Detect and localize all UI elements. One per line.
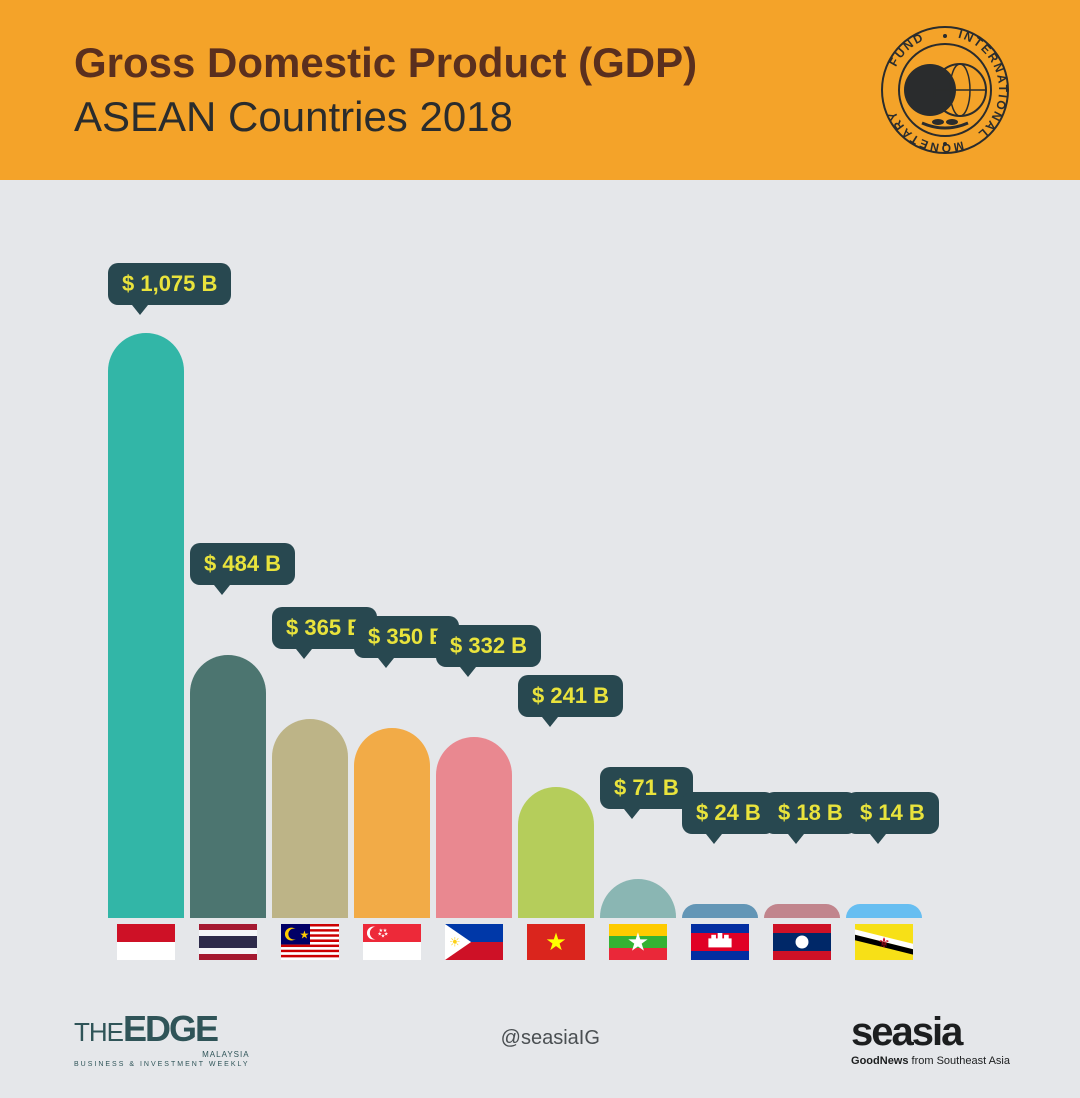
bar-philippines: ☀ bbox=[436, 737, 512, 960]
bar-rect bbox=[190, 655, 266, 918]
footer: THEEDGE MALAYSIA BUSINESS & INVESTMENT W… bbox=[0, 978, 1080, 1098]
bar-vietnam: ★ bbox=[518, 787, 594, 960]
thailand-flag-icon bbox=[199, 924, 257, 960]
laos-flag-icon bbox=[773, 924, 831, 960]
value-bubble: $ 18 B bbox=[764, 792, 857, 834]
svg-text:★: ★ bbox=[381, 934, 386, 940]
header: Gross Domestic Product (GDP) ASEAN Count… bbox=[0, 0, 1080, 180]
myanmar-flag-icon: ★ bbox=[609, 924, 667, 960]
bar-rect bbox=[846, 904, 922, 918]
bar-laos bbox=[764, 904, 840, 960]
edge-tagline: BUSINESS & INVESTMENT WEEKLY bbox=[74, 1061, 250, 1068]
bar-rect bbox=[600, 879, 676, 918]
title-line-2: ASEAN Countries 2018 bbox=[74, 93, 697, 141]
seasia-logo: seasia GoodNews from Southeast Asia bbox=[851, 1010, 1010, 1067]
svg-text:⚜: ⚜ bbox=[878, 934, 891, 950]
svg-text:★: ★ bbox=[627, 929, 649, 957]
value-bubble: $ 14 B bbox=[846, 792, 939, 834]
bar-indonesia bbox=[108, 333, 184, 960]
cambodia-flag-icon bbox=[691, 924, 749, 960]
svg-text:☀: ☀ bbox=[449, 934, 461, 949]
bar-rect bbox=[272, 719, 348, 918]
philippines-flag-icon: ☀ bbox=[445, 924, 503, 960]
seasia-rest: from Southeast Asia bbox=[908, 1055, 1010, 1067]
header-titles: Gross Domestic Product (GDP) ASEAN Count… bbox=[74, 39, 697, 142]
value-bubble: $ 484 B bbox=[190, 543, 295, 585]
malaysia-flag-icon: ★ bbox=[281, 924, 339, 960]
bar-myanmar: ★ bbox=[600, 879, 676, 960]
bar-rect bbox=[108, 333, 184, 918]
seasia-good: GoodNews bbox=[851, 1055, 908, 1067]
brunei-flag-icon: ⚜ bbox=[855, 924, 913, 960]
vietnam-flag-icon: ★ bbox=[527, 924, 585, 960]
value-bubble: $ 332 B bbox=[436, 625, 541, 667]
chart-area: $ 1,075 B$ 484 B★$ 365 B★★★★★$ 350 B☀$ 3… bbox=[0, 180, 1080, 978]
value-bubble: $ 24 B bbox=[682, 792, 775, 834]
indonesia-flag-icon bbox=[117, 924, 175, 960]
seasia-tagline: GoodNews from Southeast Asia bbox=[851, 1055, 1010, 1067]
bar-thailand bbox=[190, 655, 266, 960]
value-bubble: $ 241 B bbox=[518, 675, 623, 717]
bar-rect bbox=[764, 904, 840, 918]
bars-container: $ 1,075 B$ 484 B★$ 365 B★★★★★$ 350 B☀$ 3… bbox=[108, 220, 1040, 960]
bar-rect bbox=[436, 737, 512, 918]
bar-singapore: ★★★★★ bbox=[354, 728, 430, 960]
svg-text:★: ★ bbox=[545, 929, 567, 956]
bar-brunei: ⚜ bbox=[846, 904, 922, 960]
value-bubble: $ 1,075 B bbox=[108, 263, 231, 305]
edge-edge: EDGE bbox=[123, 1008, 217, 1050]
value-bubble: $ 71 B bbox=[600, 767, 693, 809]
the-edge-logo: THEEDGE MALAYSIA BUSINESS & INVESTMENT W… bbox=[74, 1008, 250, 1068]
title-line-1: Gross Domestic Product (GDP) bbox=[74, 39, 697, 87]
bar-malaysia: ★ bbox=[272, 719, 348, 960]
bar-rect bbox=[354, 728, 430, 918]
singapore-flag-icon: ★★★★★ bbox=[363, 924, 421, 960]
imf-logo: INTERNATIONAL MONETARY FUND bbox=[880, 25, 1010, 155]
edge-malaysia: MALAYSIA bbox=[74, 1050, 250, 1059]
page: Gross Domestic Product (GDP) ASEAN Count… bbox=[0, 0, 1080, 1098]
bar-cambodia bbox=[682, 904, 758, 960]
svg-text:★: ★ bbox=[300, 929, 310, 941]
social-handle: @seasiaIG bbox=[501, 1027, 600, 1050]
edge-the: THE bbox=[74, 1017, 123, 1048]
bar-rect bbox=[518, 787, 594, 918]
seasia-main: seasia bbox=[851, 1010, 961, 1055]
bar-rect bbox=[682, 904, 758, 918]
svg-text:FUND: FUND bbox=[886, 30, 926, 69]
